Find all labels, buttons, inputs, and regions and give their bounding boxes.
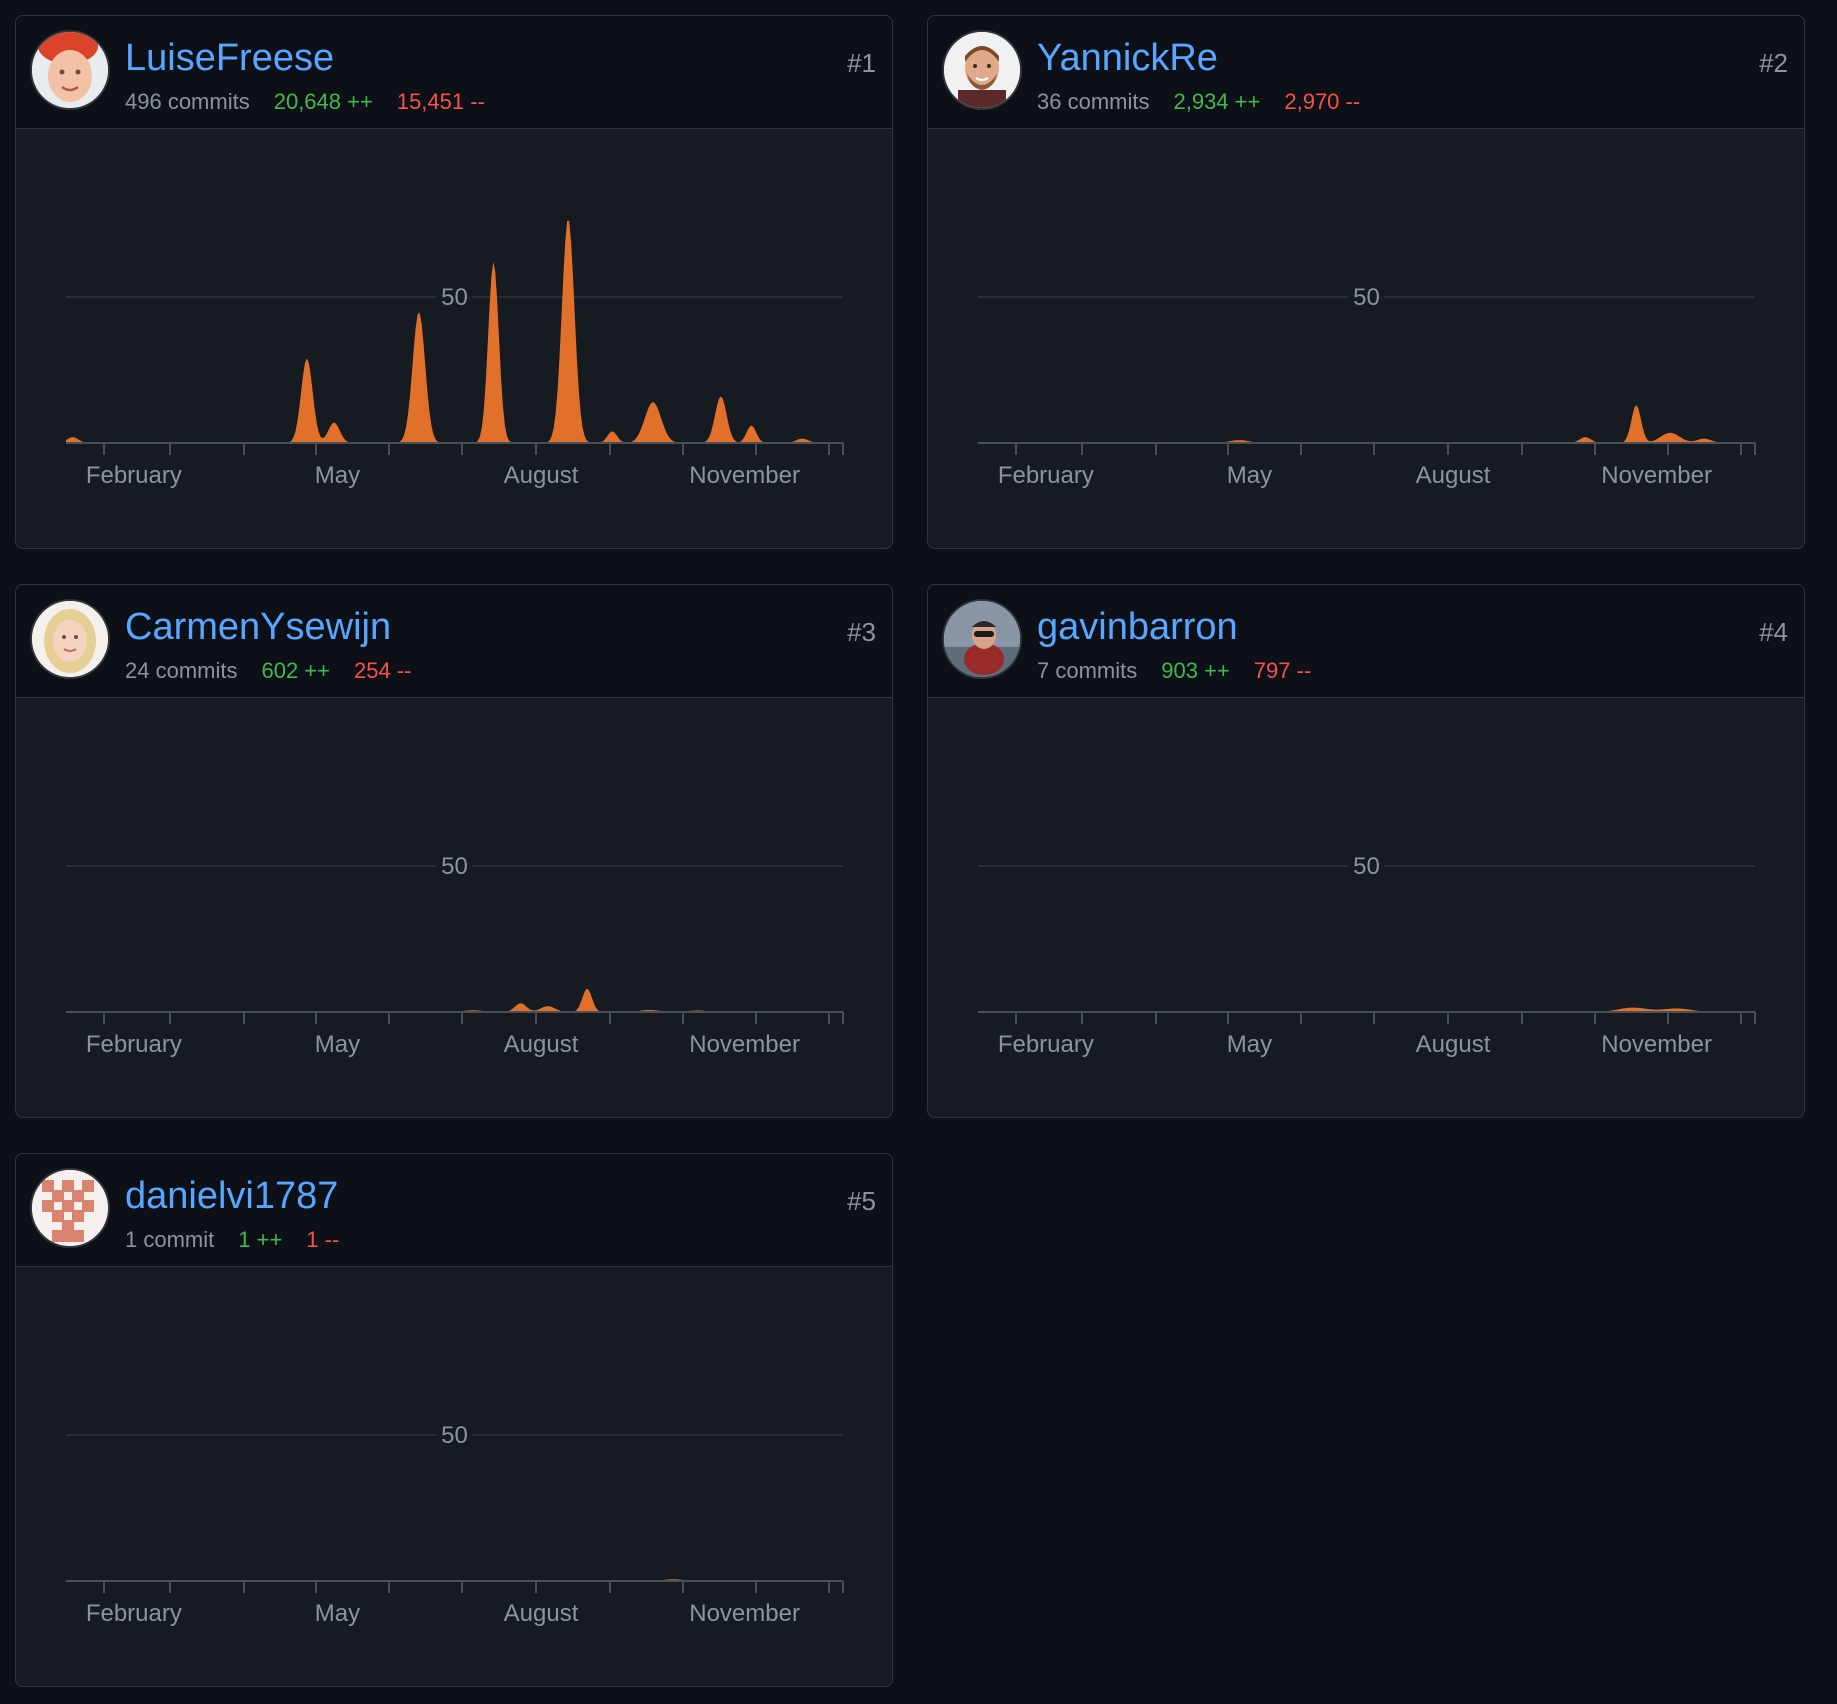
commit-count[interactable]: 24 commits: [125, 658, 238, 683]
contributor-header: danielvi1787 1 commit 1 ++ 1 -- #5: [16, 1154, 892, 1267]
y-tick-label-bg: [436, 854, 473, 878]
x-tick-label-february: February: [998, 462, 1094, 489]
avatar-CarmenYsewijn[interactable]: [32, 601, 108, 677]
contributor-rank: #4: [1759, 617, 1788, 647]
avatar-danielvi1787[interactable]: [32, 1170, 108, 1246]
red-haired-woman-avatar-icon: [32, 32, 108, 108]
x-tick-label-may: May: [1227, 1031, 1272, 1058]
contributor-header: gavinbarron 7 commits 903 ++ 797 -- #4: [928, 585, 1804, 698]
x-tick-label-february: February: [86, 1031, 182, 1058]
y-tick-label-50: 50: [441, 1422, 468, 1449]
deletions-count: 254 --: [354, 658, 412, 683]
x-tick-label-august: August: [1416, 462, 1491, 489]
x-tick-label-august: August: [504, 1031, 579, 1058]
contribution-chart-svg: 50 February May August November: [66, 220, 844, 489]
blonde-woman-avatar-icon: [32, 601, 108, 677]
commit-area: [66, 988, 843, 1012]
contributor-rank: #5: [847, 1186, 876, 1216]
contribution-chart-svg: 50 February May August November: [978, 853, 1756, 1058]
contributor-rank: #2: [1759, 48, 1788, 78]
contributor-card-1: LuiseFreese 496 commits 20,648 ++ 15,451 -…: [15, 15, 893, 549]
commit-count[interactable]: 36 commits: [1037, 89, 1150, 114]
contributor-stats: 496 commits 20,648 ++ 15,451 --: [125, 88, 485, 116]
commit-count[interactable]: 496 commits: [125, 89, 250, 114]
additions-count: 903 ++: [1161, 658, 1230, 683]
contributor-stats: 1 commit 1 ++ 1 --: [125, 1226, 339, 1254]
x-tick-label-august: August: [1416, 1031, 1491, 1058]
x-tick-label-august: August: [504, 1600, 579, 1627]
additions-count: 602 ++: [261, 658, 330, 683]
avatar-gavinbarron[interactable]: [944, 601, 1020, 677]
x-tick-label-may: May: [1227, 462, 1272, 489]
bearded-man-avatar-icon: [944, 32, 1020, 108]
x-tick-label-november: November: [689, 1600, 800, 1627]
contributor-card-5: danielvi1787 1 commit 1 ++ 1 -- #5 50 Febru…: [15, 1153, 893, 1687]
deletions-count: 797 --: [1253, 658, 1312, 683]
contribution-chart: 50 February May August November: [16, 129, 892, 548]
x-tick-label-november: November: [1601, 462, 1712, 489]
x-tick-label-november: November: [689, 462, 800, 489]
y-tick-label-50: 50: [1353, 284, 1380, 311]
contribution-chart: 50 February May August November: [928, 698, 1804, 1117]
deletions-count: 2,970 --: [1284, 89, 1361, 114]
y-tick-label-bg: [436, 1423, 473, 1447]
contributor-rank: #1: [847, 48, 876, 78]
commit-area: [66, 220, 843, 443]
y-tick-label-bg: [1348, 854, 1385, 878]
x-tick-label-february: February: [86, 462, 182, 489]
contributor-stats: 24 commits 602 ++ 254 --: [125, 657, 411, 685]
contribution-chart-svg: 50 February May August November: [66, 1422, 844, 1627]
avatar-LuiseFreese[interactable]: [32, 32, 108, 108]
deletions-count: 15,451 --: [396, 89, 485, 114]
contributor-rank: #3: [847, 617, 876, 647]
contribution-chart: 50 February May August November: [16, 698, 892, 1117]
contributor-username-link[interactable]: danielvi1787: [125, 1175, 339, 1217]
contributor-card-3: CarmenYsewijn 24 commits 602 ++ 254 -- #3 …: [15, 584, 893, 1118]
y-tick-label-50: 50: [1353, 853, 1380, 880]
contributor-stats: 7 commits 903 ++ 797 --: [1037, 657, 1311, 685]
x-tick-label-may: May: [315, 462, 360, 489]
contribution-chart-svg: 50 February May August November: [66, 853, 844, 1058]
pixel-identicon-avatar-icon: [32, 1170, 108, 1246]
y-tick-label-bg: [1348, 285, 1385, 309]
x-tick-label-august: August: [504, 462, 579, 489]
additions-count: 1 ++: [238, 1227, 283, 1252]
contributor-username-link[interactable]: CarmenYsewijn: [125, 606, 392, 648]
contributor-card-4: gavinbarron 7 commits 903 ++ 797 -- #4 50 F…: [927, 584, 1805, 1118]
y-tick-label-50: 50: [441, 284, 468, 311]
contributor-header: YannickRe 36 commits 2,934 ++ 2,970 -- #2: [928, 16, 1804, 129]
contribution-chart-svg: 50 February May August November: [978, 284, 1756, 489]
x-tick-label-february: February: [86, 1600, 182, 1627]
contribution-chart: 50 February May August November: [928, 129, 1804, 548]
y-tick-label-bg: [436, 285, 473, 309]
additions-count: 20,648 ++: [273, 89, 373, 114]
hiker-man-avatar-icon: [944, 601, 1020, 677]
contributor-username-link[interactable]: YannickRe: [1037, 37, 1218, 79]
contributor-username-link[interactable]: gavinbarron: [1037, 606, 1238, 648]
commit-count[interactable]: 1 commit: [125, 1227, 215, 1252]
avatar-YannickRe[interactable]: [944, 32, 1020, 108]
contributor-header: CarmenYsewijn 24 commits 602 ++ 254 -- #3: [16, 585, 892, 698]
y-tick-label-50: 50: [441, 853, 468, 880]
contributor-username-link[interactable]: LuiseFreese: [125, 37, 335, 79]
x-tick-label-may: May: [315, 1600, 360, 1627]
x-tick-label-november: November: [689, 1031, 800, 1058]
x-tick-label-may: May: [315, 1031, 360, 1058]
x-tick-label-november: November: [1601, 1031, 1712, 1058]
additions-count: 2,934 ++: [1173, 89, 1261, 114]
contribution-chart: 50 February May August November: [16, 1267, 892, 1686]
contributor-card-2: YannickRe 36 commits 2,934 ++ 2,970 -- #2 …: [927, 15, 1805, 549]
commit-count[interactable]: 7 commits: [1037, 658, 1138, 683]
contributor-stats: 36 commits 2,934 ++ 2,970 --: [1037, 88, 1360, 116]
deletions-count: 1 --: [306, 1227, 340, 1252]
x-tick-label-february: February: [998, 1031, 1094, 1058]
contributor-header: LuiseFreese 496 commits 20,648 ++ 15,451 -…: [16, 16, 892, 129]
commit-area: [978, 405, 1755, 443]
